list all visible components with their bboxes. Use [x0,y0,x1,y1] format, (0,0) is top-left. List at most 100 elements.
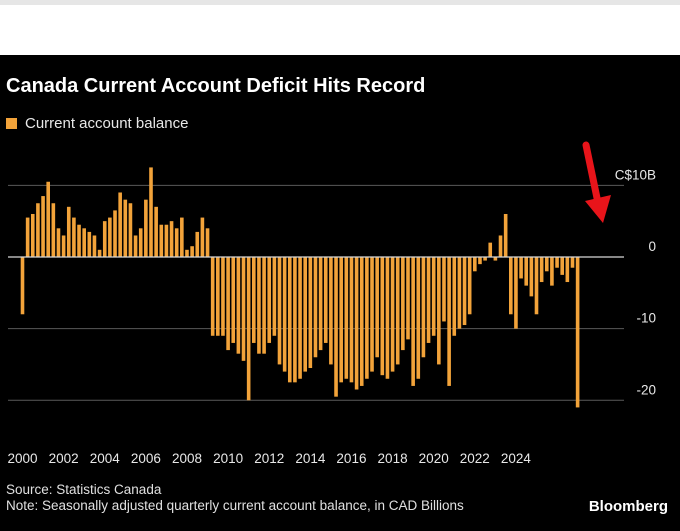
bar [303,256,307,372]
bar [570,256,575,268]
bar [97,249,102,257]
bar [20,256,25,315]
bar [262,256,266,354]
bar [257,256,261,354]
bar [36,203,40,257]
bar [575,256,580,408]
bar [334,256,338,397]
bar [56,228,61,257]
bar [185,249,189,257]
bar [452,256,457,336]
note-text: Note: Seasonally adjusted quarterly curr… [6,498,464,513]
bar [30,213,35,257]
bar [87,231,92,257]
bar [138,228,143,257]
chart-title: Canada Current Account Deficit Hits Reco… [6,75,426,97]
bar [221,256,225,336]
x-tick-label: 2022 [460,451,490,466]
bar [25,217,30,257]
bar [550,256,554,286]
bar [82,228,86,257]
bar [406,256,410,340]
bar [164,224,169,257]
bar [426,256,431,343]
bar [149,167,153,257]
bar [46,181,50,257]
bar [565,256,570,283]
bar-chart: C$10B 0 -10 -20 2000 2002 2004 2006 2008 2010 201… [7,141,656,466]
bar [252,256,256,343]
bar [365,256,369,379]
bar [169,221,174,257]
legend-label: Current account balance [25,115,189,132]
bar [401,256,405,351]
bar [144,199,148,257]
bar [519,256,523,279]
bar [236,256,241,354]
y-tick-label: -10 [636,311,656,326]
bar [246,256,251,401]
bar [216,256,220,336]
bar [123,199,128,257]
bar [133,235,138,257]
bar [395,256,400,365]
bar [493,256,498,261]
bar [61,235,66,257]
bar [195,231,200,257]
bar [308,256,313,369]
x-tick-label: 2016 [336,451,366,466]
bar [467,256,472,315]
x-tick-label: 2012 [254,451,284,466]
bar [509,256,513,315]
legend-swatch [6,118,17,129]
x-tick-label: 2024 [501,451,532,466]
bar [431,256,436,336]
bar [241,256,246,361]
bar [118,192,122,257]
bar [370,256,374,372]
bar [293,256,297,383]
bar [544,256,549,272]
legend: Current account balance [6,115,188,132]
x-tick-label: 2010 [213,451,243,466]
bar [354,256,359,390]
bar [51,203,56,257]
bars [20,167,580,408]
bar [375,256,379,358]
x-tick-label: 2020 [419,451,449,466]
bar [539,256,544,283]
bar [92,235,97,257]
y-tick-label: -20 [636,382,656,397]
bar [447,256,451,386]
bar [200,217,205,257]
bar [473,256,477,272]
bar [318,256,323,351]
x-tick-label: 2014 [295,451,326,466]
bar [437,256,441,365]
bar [205,228,210,257]
bar [416,256,421,379]
x-tick-label: 2006 [131,451,161,466]
bar [488,242,493,257]
bar [555,256,559,268]
bar [174,228,179,257]
bar [529,256,534,297]
bar [339,256,343,383]
bar [421,256,426,358]
bar [514,256,518,329]
arrow-head [585,195,611,223]
bar [359,256,364,386]
bar [128,203,133,257]
bar [344,256,349,379]
bar [462,256,467,326]
bar [411,256,415,386]
bar [385,256,390,379]
x-tick-label: 2018 [378,451,408,466]
bar [210,256,215,336]
bar [154,206,158,257]
x-tick-label: 2002 [49,451,79,466]
chart-footer: Source: Statistics Canada Note: Seasonal… [6,482,464,514]
y-tick-label: 0 [648,239,656,254]
bar [190,246,194,257]
bar [442,256,446,322]
